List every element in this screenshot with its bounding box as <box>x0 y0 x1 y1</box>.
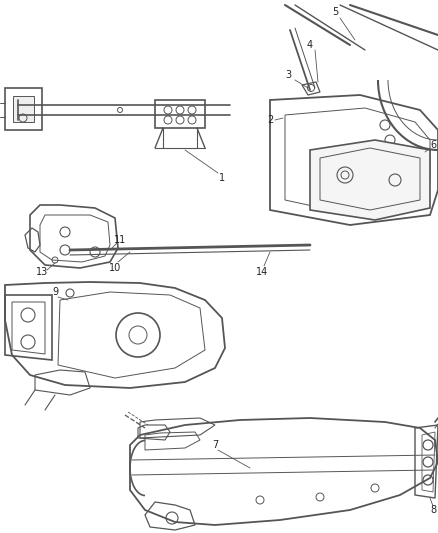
Text: 14: 14 <box>256 267 268 277</box>
Text: 2: 2 <box>267 115 273 125</box>
Text: 5: 5 <box>332 7 338 17</box>
Polygon shape <box>310 140 430 220</box>
Text: 13: 13 <box>36 267 48 277</box>
Polygon shape <box>13 96 34 122</box>
Text: 4: 4 <box>307 40 313 50</box>
Text: 8: 8 <box>430 505 436 515</box>
Text: 7: 7 <box>212 440 218 450</box>
Text: 10: 10 <box>109 263 121 273</box>
Text: 9: 9 <box>52 287 58 297</box>
Text: 11: 11 <box>114 235 126 245</box>
Text: 6: 6 <box>430 140 436 150</box>
Text: 1: 1 <box>219 173 225 183</box>
Text: 3: 3 <box>285 70 291 80</box>
